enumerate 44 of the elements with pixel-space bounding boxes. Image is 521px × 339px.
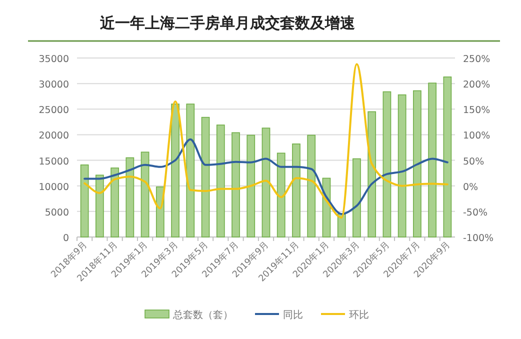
y2-tick-label: 200% [463,80,490,91]
line-series [84,63,448,219]
bar [443,76,452,238]
bar [352,158,361,238]
bar [216,124,225,238]
y-tick-label: 35000 [38,54,69,65]
y-tick-label: 0 [62,233,69,244]
y2-tick-label: 250% [463,54,490,65]
y-tick-label: 30000 [38,80,69,91]
bar [140,152,150,238]
bar [171,104,180,238]
bar [292,144,300,238]
legend-label: 环比 [349,309,369,321]
y2-tick-label: -100% [463,233,494,244]
bar [428,82,436,238]
bar [246,134,256,238]
bar [80,164,89,238]
bar [232,132,240,238]
y-tick-label: 25000 [38,105,69,116]
y2-tick-label: 0% [463,182,478,193]
bar [382,91,392,238]
bar [126,157,134,238]
legend-label: 总套数（套） [172,309,233,321]
y2-tick-label: 50% [463,156,484,168]
y2-tick-label: 100% [463,130,490,142]
y-tick-label: 10000 [38,182,69,193]
y2-tick-label: 150% [463,105,490,116]
y-tick-label: 15000 [38,156,69,168]
bar [368,111,376,238]
bar [398,94,406,238]
bar [413,90,422,238]
legend-label: 同比 [283,309,303,321]
bar [96,174,104,238]
bar [110,168,119,238]
bar [307,134,316,238]
bar [262,128,270,238]
chart-title: 近一年上海二手房单月成交套数及增速 [99,14,356,32]
bar [201,116,210,238]
y-tick-label: 20000 [38,130,69,142]
line-series [84,138,448,215]
bar [276,152,286,238]
y-tick-label: 5000 [44,207,69,218]
bar [186,104,195,238]
y2-tick-label: -50% [463,207,488,218]
